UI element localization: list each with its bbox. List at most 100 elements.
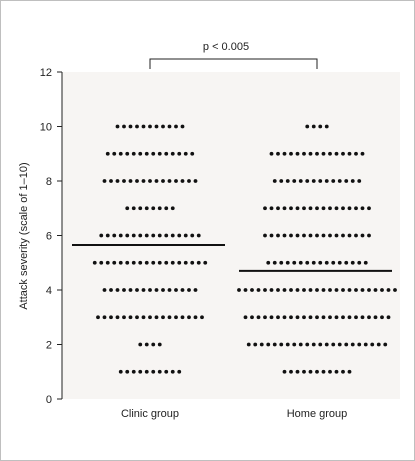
data-point bbox=[347, 151, 352, 156]
data-point bbox=[354, 315, 358, 320]
data-point bbox=[334, 233, 339, 238]
data-point bbox=[118, 151, 123, 156]
data-point bbox=[302, 369, 306, 374]
data-point bbox=[125, 369, 130, 374]
y-tick-label: 0 bbox=[46, 394, 52, 406]
data-point bbox=[102, 315, 107, 320]
data-point bbox=[151, 342, 156, 347]
data-point bbox=[354, 233, 358, 238]
data-point bbox=[161, 288, 165, 292]
data-point bbox=[347, 206, 352, 211]
data-point bbox=[295, 151, 300, 156]
data-point bbox=[282, 151, 287, 156]
data-point bbox=[315, 288, 319, 292]
data-point bbox=[347, 233, 352, 238]
data-point bbox=[305, 342, 310, 347]
data-point bbox=[259, 342, 264, 347]
data-point bbox=[279, 342, 284, 347]
data-point bbox=[347, 369, 352, 374]
data-point bbox=[167, 288, 172, 292]
data-point bbox=[302, 206, 306, 211]
data-point bbox=[295, 315, 300, 320]
data-point bbox=[193, 315, 198, 320]
data-point bbox=[373, 315, 378, 320]
data-point bbox=[344, 342, 349, 347]
data-point bbox=[367, 288, 371, 292]
data-point bbox=[363, 342, 368, 347]
data-point bbox=[308, 151, 313, 156]
data-point bbox=[269, 233, 274, 238]
data-point bbox=[118, 369, 123, 374]
data-point bbox=[298, 179, 303, 183]
data-point bbox=[161, 315, 165, 320]
data-point bbox=[128, 288, 133, 292]
data-point bbox=[360, 233, 365, 238]
data-point bbox=[246, 342, 251, 347]
data-point bbox=[341, 151, 345, 156]
data-point bbox=[289, 206, 293, 211]
data-point bbox=[151, 369, 156, 374]
data-point bbox=[344, 260, 349, 265]
data-point bbox=[157, 342, 162, 347]
data-point bbox=[357, 260, 362, 265]
data-point bbox=[131, 151, 136, 156]
data-point bbox=[302, 288, 306, 292]
data-point bbox=[122, 124, 126, 129]
data-point bbox=[128, 124, 133, 129]
data-point bbox=[324, 124, 329, 129]
data-point bbox=[318, 124, 323, 129]
data-point bbox=[141, 179, 146, 183]
data-point bbox=[308, 233, 313, 238]
data-point bbox=[102, 288, 107, 292]
data-point bbox=[138, 369, 143, 374]
data-point bbox=[305, 260, 310, 265]
data-point bbox=[311, 179, 316, 183]
data-point bbox=[164, 369, 169, 374]
data-point bbox=[341, 206, 345, 211]
data-point bbox=[170, 151, 175, 156]
data-point bbox=[128, 315, 133, 320]
data-point bbox=[269, 206, 274, 211]
data-point bbox=[187, 315, 191, 320]
data-point bbox=[289, 288, 293, 292]
data-point bbox=[360, 151, 365, 156]
data-point bbox=[318, 342, 323, 347]
data-point bbox=[386, 315, 391, 320]
data-point bbox=[380, 288, 384, 292]
data-point bbox=[183, 151, 188, 156]
data-point bbox=[354, 288, 358, 292]
data-point bbox=[376, 342, 381, 347]
data-point bbox=[324, 179, 329, 183]
data-point bbox=[298, 342, 303, 347]
data-point bbox=[138, 206, 143, 211]
data-point bbox=[292, 179, 297, 183]
data-point bbox=[131, 369, 136, 374]
data-point bbox=[180, 124, 185, 129]
data-point bbox=[157, 369, 162, 374]
data-point bbox=[99, 260, 104, 265]
data-point bbox=[302, 151, 306, 156]
y-tick-label: 6 bbox=[46, 231, 52, 243]
data-point bbox=[196, 233, 201, 238]
data-point bbox=[347, 288, 352, 292]
data-point bbox=[263, 288, 267, 292]
data-point bbox=[174, 124, 178, 129]
data-point bbox=[174, 315, 178, 320]
data-point bbox=[193, 288, 198, 292]
data-point bbox=[118, 260, 123, 265]
data-point bbox=[334, 315, 339, 320]
data-point bbox=[118, 233, 123, 238]
p-value-label: p < 0.005 bbox=[203, 41, 249, 53]
data-point bbox=[256, 315, 261, 320]
data-point bbox=[96, 315, 100, 320]
data-point bbox=[344, 179, 349, 183]
data-point bbox=[138, 260, 143, 265]
data-point bbox=[148, 315, 152, 320]
data-point bbox=[154, 315, 159, 320]
data-point bbox=[180, 179, 185, 183]
data-point bbox=[161, 124, 165, 129]
data-point bbox=[115, 315, 120, 320]
data-point bbox=[331, 260, 336, 265]
data-point bbox=[324, 260, 329, 265]
